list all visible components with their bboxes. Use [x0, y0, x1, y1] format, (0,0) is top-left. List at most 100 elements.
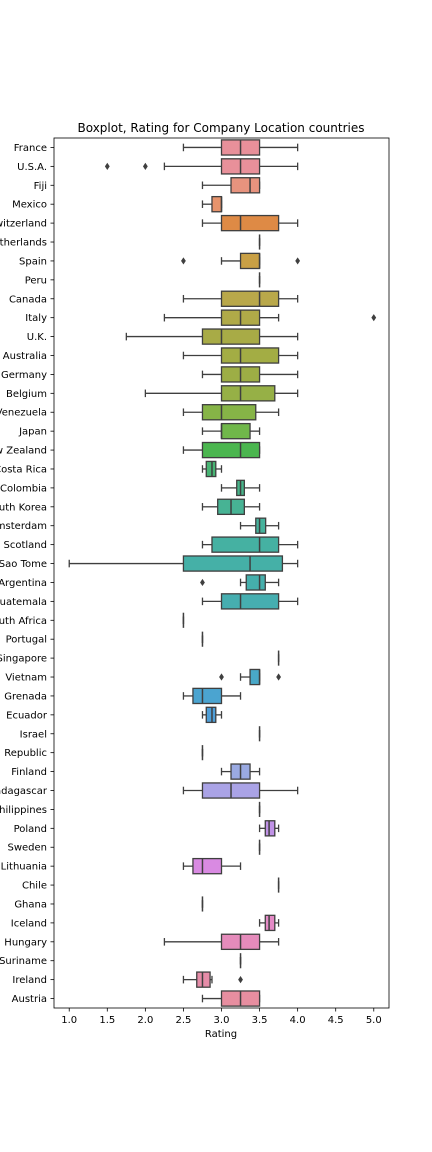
category-label: Netherlands — [0, 238, 47, 249]
box-iqr — [220, 422, 251, 440]
category-label: Vietnam — [5, 673, 47, 684]
box-group — [201, 195, 223, 213]
category-label: Lithuania — [1, 862, 47, 873]
outlier-marker — [142, 162, 148, 170]
box-group — [182, 971, 243, 988]
x-tick-label: 4.5 — [328, 1015, 344, 1026]
box-group — [201, 593, 299, 610]
category-label: Finland — [11, 767, 47, 778]
box-group — [201, 498, 261, 516]
category-label: Singapore — [0, 654, 47, 665]
category-label: South Africa — [0, 616, 47, 627]
box-group — [201, 706, 223, 724]
box-iqr — [220, 214, 280, 232]
category-label: Spain — [19, 256, 47, 267]
box-group — [144, 385, 299, 402]
category-label: Sweden — [7, 843, 47, 854]
box-iqr — [255, 517, 267, 534]
category-label: Germany — [1, 370, 47, 381]
box-group — [182, 139, 299, 156]
category-label: Iceland — [11, 918, 47, 929]
box-iqr — [239, 252, 261, 270]
category-label: Canada — [9, 294, 47, 305]
category-label: Japan — [18, 427, 47, 438]
x-tick-label: 5.0 — [366, 1015, 382, 1026]
category-label: South Korea — [0, 502, 47, 513]
box-group — [201, 214, 299, 232]
box-group — [220, 763, 261, 780]
box-iqr — [220, 347, 280, 364]
outlier-marker — [181, 257, 186, 265]
category-label: Peru — [25, 275, 47, 286]
box-iqr — [264, 820, 276, 837]
box-group — [201, 536, 299, 553]
box-group — [201, 177, 261, 194]
outlier-marker — [276, 673, 282, 681]
category-label: Fiji — [34, 181, 47, 192]
box-group — [125, 328, 299, 345]
category-label: Scotland — [4, 540, 47, 551]
box-group — [182, 687, 242, 705]
category-label: Philippines — [0, 805, 47, 816]
box-group — [201, 990, 261, 1007]
x-tick-label: 2.0 — [137, 1015, 153, 1026]
outlier-marker — [238, 976, 243, 984]
x-tick-label: 3.0 — [214, 1015, 230, 1026]
box-iqr — [182, 555, 284, 572]
plot-frame — [53, 137, 390, 1009]
category-label: Suriname — [0, 956, 47, 967]
category-label: Austria — [12, 994, 47, 1005]
box-group — [220, 479, 261, 497]
category-label: Poland — [14, 824, 47, 835]
box-iqr — [205, 460, 217, 478]
box-iqr — [192, 857, 223, 875]
box-iqr — [220, 290, 280, 307]
box-iqr — [264, 914, 276, 932]
category-label: U.S.A. — [17, 162, 47, 173]
category-label: Hungary — [4, 937, 47, 948]
box-group — [163, 309, 377, 326]
box-group — [182, 290, 299, 307]
box-group — [258, 820, 280, 837]
category-label: Portugal — [6, 635, 47, 646]
category-label: Amsterdam — [0, 521, 47, 532]
category-label: Ghana — [14, 899, 47, 910]
box-group — [239, 517, 280, 534]
box-group — [182, 347, 299, 364]
box-group — [200, 574, 280, 591]
x-axis-label: Rating — [205, 1029, 237, 1040]
category-label: France — [14, 143, 47, 154]
box-iqr — [196, 971, 211, 988]
category-label: Chile — [22, 881, 47, 892]
category-labels: France U.S.A. Fiji Mexico Switzerland Netherl… — [0, 143, 54, 1005]
category-label: Grenada — [4, 691, 47, 702]
outlier-marker — [371, 314, 377, 322]
box-iqr — [220, 593, 280, 610]
category-label: Madagascar — [0, 786, 48, 797]
category-label: Israel — [20, 729, 47, 740]
category-label: Switzerland — [0, 219, 47, 230]
category-label: Republic — [4, 748, 47, 759]
box-iqr — [201, 328, 261, 345]
box-group — [182, 857, 242, 875]
box-iqr — [245, 574, 266, 591]
x-tick-label: 1.5 — [99, 1015, 115, 1026]
category-label: U.K. — [27, 332, 47, 343]
boxes-layer — [68, 139, 377, 1007]
box-iqr — [211, 195, 223, 213]
box-group — [68, 555, 299, 572]
box-group — [258, 914, 280, 932]
x-tick-label: 2.5 — [175, 1015, 191, 1026]
outlier-marker — [104, 162, 110, 170]
category-label: Argentina — [0, 578, 47, 589]
x-tick-label: 4.0 — [290, 1015, 306, 1026]
category-label: Australia — [3, 351, 47, 362]
box-group — [182, 441, 261, 459]
box-group — [163, 933, 280, 951]
box-group — [181, 252, 301, 270]
category-label: Italy — [25, 313, 47, 324]
x-axis-ticks: 1.0 1.5 2.0 2.5 3.0 3.5 4.0 4.5 5.0 — [61, 1008, 382, 1026]
category-label: New Zealand — [0, 446, 47, 457]
box-iqr — [211, 536, 280, 553]
